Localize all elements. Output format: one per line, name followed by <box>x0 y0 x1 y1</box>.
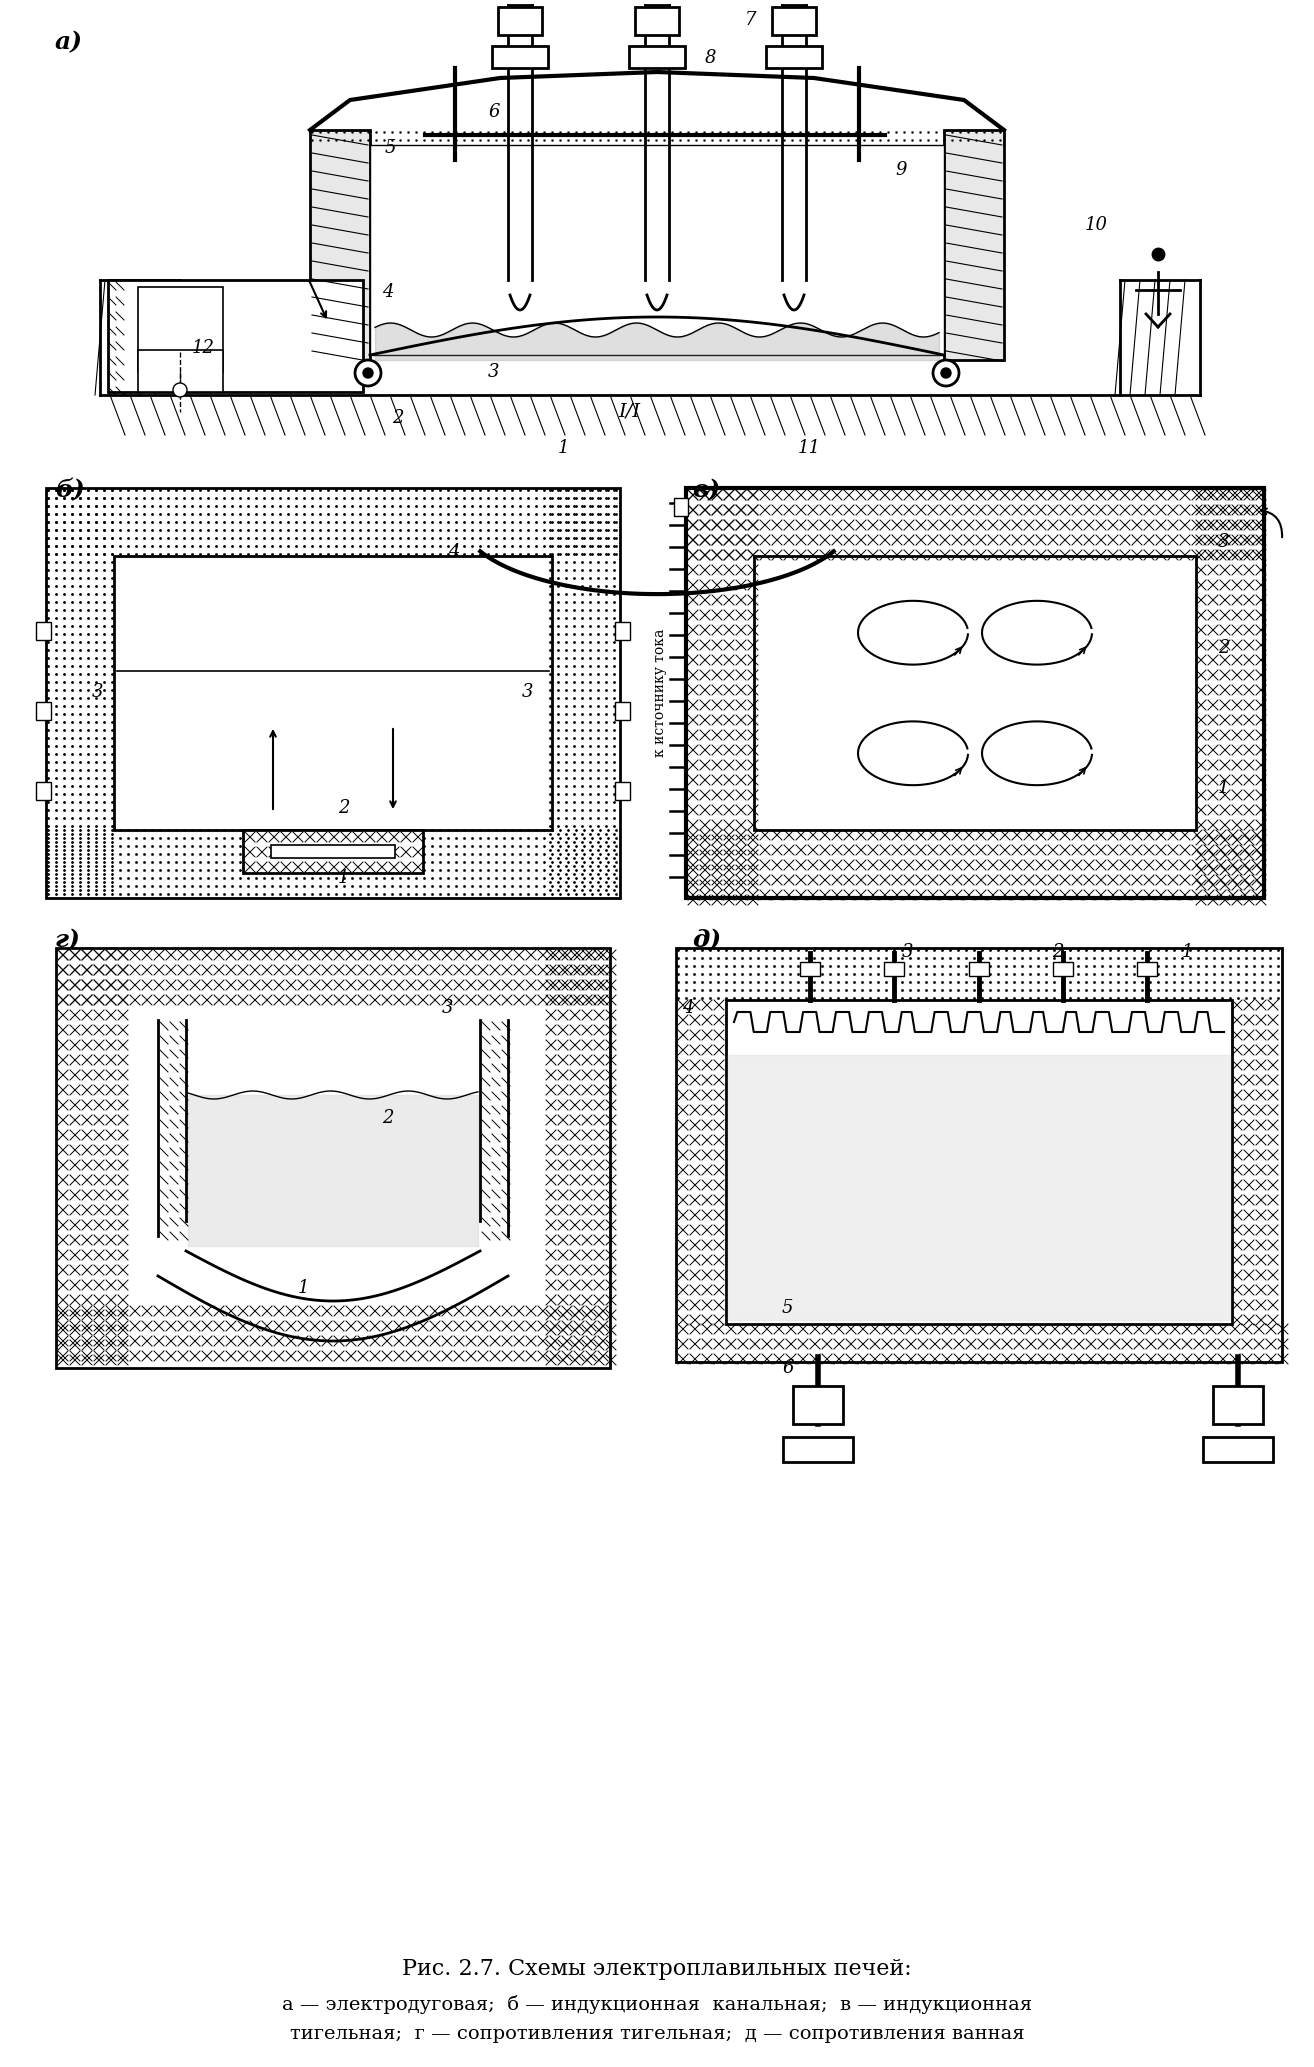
Text: 5: 5 <box>385 138 397 157</box>
Bar <box>108 279 363 393</box>
Text: 2: 2 <box>1218 639 1230 657</box>
Bar <box>800 961 820 976</box>
Text: 5: 5 <box>782 1298 794 1317</box>
Text: к источнику тока: к источнику тока <box>653 628 668 757</box>
Text: 3: 3 <box>522 682 533 701</box>
Bar <box>57 949 610 1368</box>
Bar <box>1137 961 1158 976</box>
Circle shape <box>355 360 381 387</box>
Text: г): г) <box>55 928 81 953</box>
Bar <box>629 45 685 68</box>
Text: 1: 1 <box>558 438 569 457</box>
Bar <box>35 781 51 800</box>
Text: 1: 1 <box>338 868 350 887</box>
Bar <box>310 130 371 360</box>
Text: 1: 1 <box>298 1279 310 1296</box>
Text: 6: 6 <box>782 1358 794 1377</box>
Bar <box>271 845 396 858</box>
Circle shape <box>173 382 187 397</box>
Text: б): б) <box>55 477 85 502</box>
Bar <box>114 556 552 831</box>
Bar <box>1213 1387 1263 1424</box>
Bar <box>884 961 904 976</box>
Text: I/I: I/I <box>618 403 640 422</box>
Bar <box>686 488 1264 897</box>
Bar <box>773 6 816 35</box>
Text: 12: 12 <box>192 339 215 358</box>
Bar <box>968 961 989 976</box>
Bar <box>35 622 51 641</box>
Text: 7: 7 <box>745 10 757 29</box>
Text: 4: 4 <box>448 544 460 560</box>
Bar <box>243 831 423 872</box>
Text: 3: 3 <box>487 364 499 380</box>
Circle shape <box>933 360 959 387</box>
Text: 1: 1 <box>1218 779 1230 798</box>
Text: д): д) <box>692 928 721 953</box>
Text: а — электродуговая;  б — индукционная  канальная;  в — индукционная
тигельная;  : а — электродуговая; б — индукционная кан… <box>283 1995 1031 2042</box>
Bar <box>675 949 1282 1362</box>
Text: 4: 4 <box>682 998 694 1017</box>
Bar <box>794 1387 844 1424</box>
Bar <box>498 6 541 35</box>
Bar <box>615 703 629 719</box>
Text: 2: 2 <box>392 409 403 428</box>
Text: 3: 3 <box>92 682 104 701</box>
Text: 4: 4 <box>382 283 393 302</box>
Text: 1: 1 <box>1183 943 1193 961</box>
Text: а): а) <box>55 31 83 54</box>
Text: 3: 3 <box>901 943 913 961</box>
Bar <box>754 556 1196 831</box>
Text: 2: 2 <box>338 800 350 816</box>
Bar <box>491 45 548 68</box>
Bar <box>46 488 620 897</box>
Bar <box>35 703 51 719</box>
Bar <box>1204 1437 1273 1461</box>
Text: 2: 2 <box>1053 943 1063 961</box>
Bar <box>766 45 823 68</box>
Text: Рис. 2.7. Схемы электроплавильных печей:: Рис. 2.7. Схемы электроплавильных печей: <box>402 1957 912 1980</box>
Text: 10: 10 <box>1085 215 1108 234</box>
Text: 11: 11 <box>798 438 821 457</box>
Bar <box>943 130 1004 360</box>
Bar <box>138 349 223 393</box>
Text: 2: 2 <box>382 1110 393 1127</box>
Text: 6: 6 <box>487 103 499 122</box>
Bar <box>615 781 629 800</box>
Bar <box>674 498 689 517</box>
Text: 3: 3 <box>1218 533 1230 552</box>
Text: 8: 8 <box>706 50 716 66</box>
Bar <box>727 1000 1233 1325</box>
Bar <box>1053 961 1074 976</box>
Bar <box>783 1437 853 1461</box>
Bar <box>371 145 943 356</box>
Bar <box>615 622 629 641</box>
Circle shape <box>363 368 373 378</box>
Bar <box>138 287 223 372</box>
Text: 3: 3 <box>442 998 453 1017</box>
Text: в): в) <box>692 477 720 502</box>
Bar <box>635 6 679 35</box>
Circle shape <box>941 368 951 378</box>
Text: 9: 9 <box>895 161 907 180</box>
